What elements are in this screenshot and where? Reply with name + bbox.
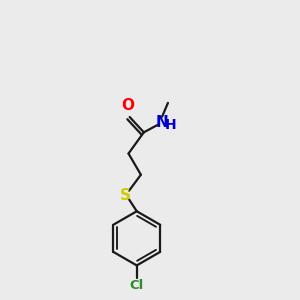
- Text: S: S: [120, 188, 131, 203]
- Text: Cl: Cl: [130, 279, 144, 292]
- Text: N: N: [156, 115, 168, 130]
- Text: H: H: [165, 118, 177, 132]
- Text: O: O: [121, 98, 134, 113]
